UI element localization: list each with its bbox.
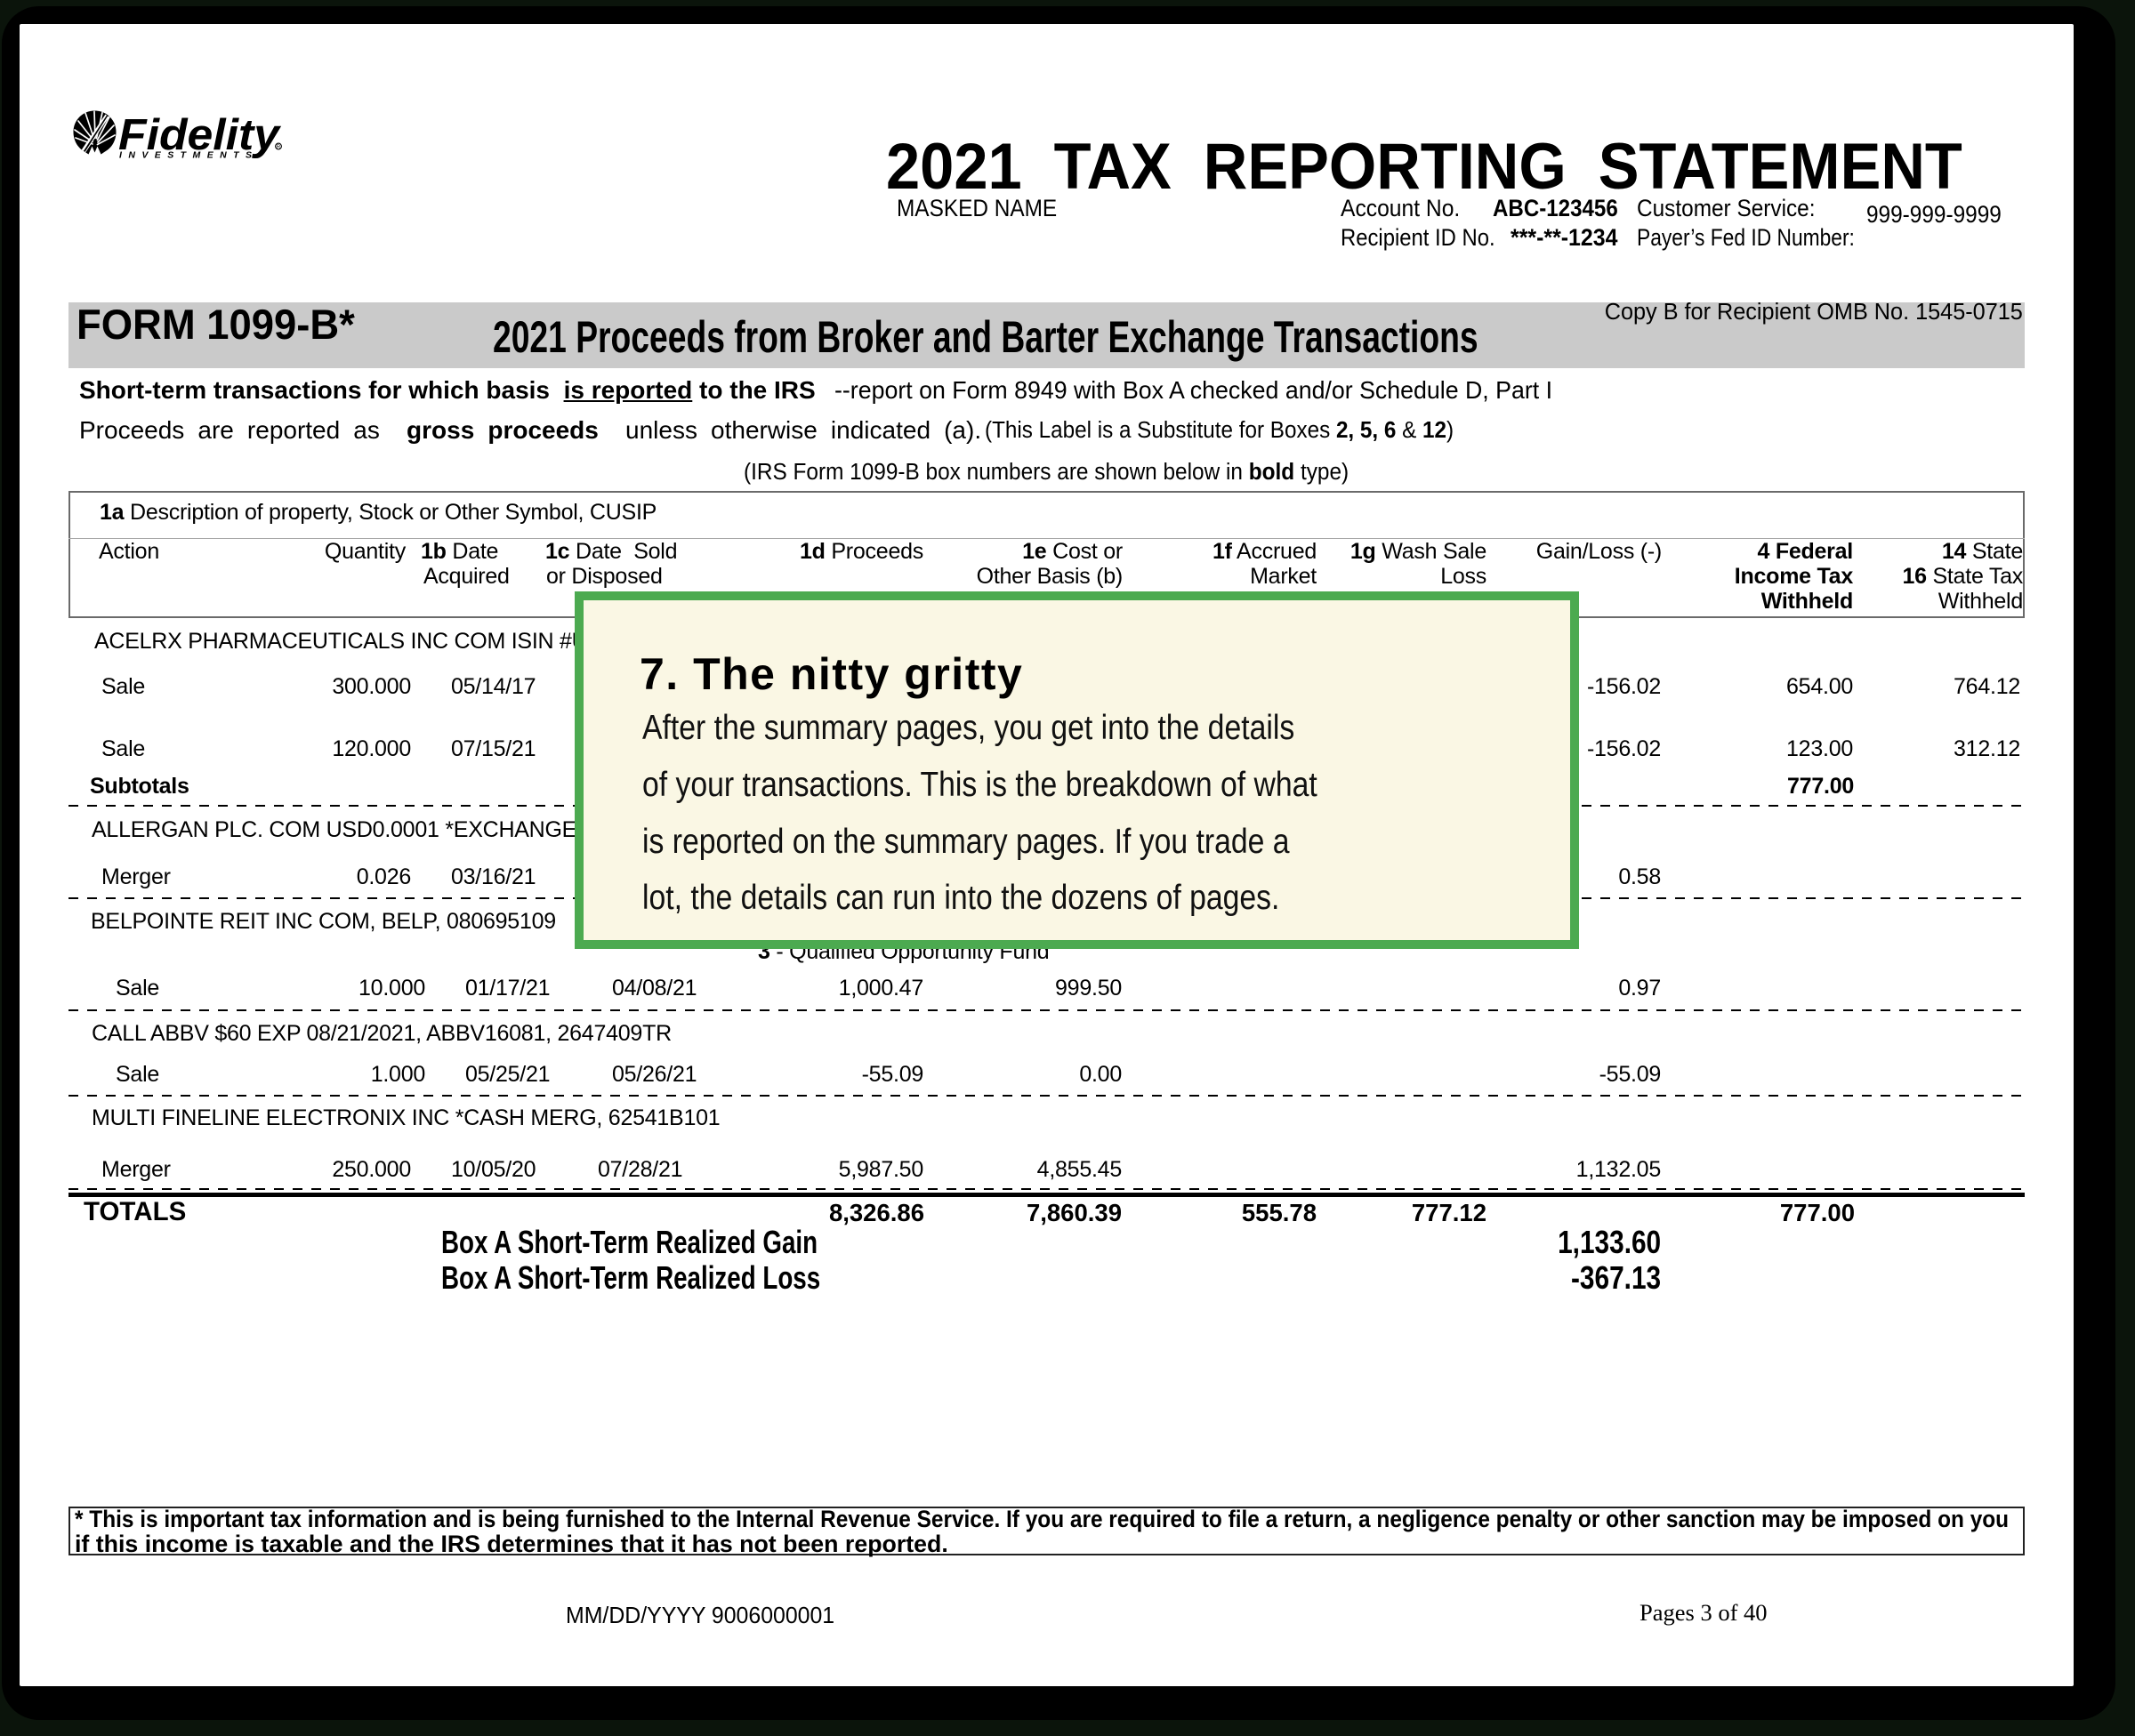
svg-text:Fidelity: Fidelity [118, 111, 282, 158]
svg-text:R: R [277, 145, 281, 150]
svg-text:INVESTMENTS: INVESTMENTS [119, 150, 252, 159]
